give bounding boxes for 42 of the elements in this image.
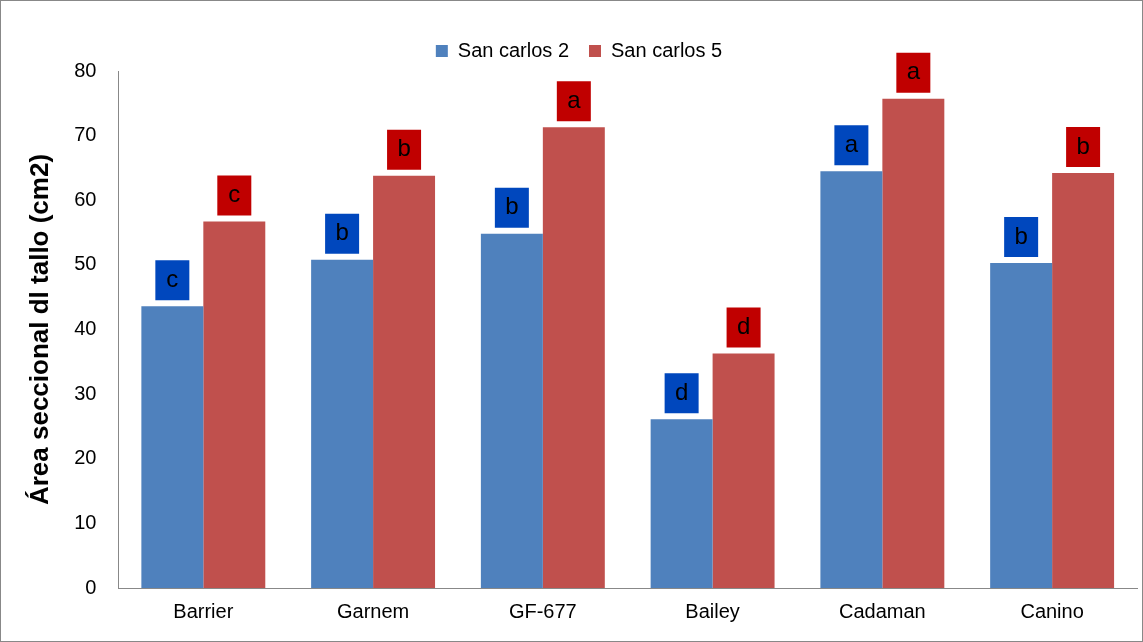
x-tick-label: Barrier xyxy=(173,599,234,622)
bar xyxy=(203,221,266,588)
legend-label: San carlos 2 xyxy=(457,38,569,61)
data-label: c xyxy=(228,180,241,208)
y-tick-label: 40 xyxy=(74,317,97,340)
data-label: d xyxy=(736,312,751,340)
y-tick-label: 0 xyxy=(85,575,97,598)
data-label: b xyxy=(1014,221,1028,249)
y-tick-label: 20 xyxy=(74,446,97,469)
bar xyxy=(1052,173,1115,588)
bar xyxy=(990,262,1053,588)
bar xyxy=(480,233,543,588)
bar xyxy=(141,306,204,588)
data-label: b xyxy=(1076,131,1090,159)
data-label: a xyxy=(906,57,921,85)
bar xyxy=(882,98,945,588)
data-label: d xyxy=(674,377,689,405)
bar xyxy=(650,419,713,588)
y-tick-label: 50 xyxy=(74,252,97,275)
bar xyxy=(712,353,775,588)
x-tick-label: Bailey xyxy=(685,599,740,622)
x-tick-label: Cadaman xyxy=(839,599,926,622)
bar xyxy=(373,175,436,588)
legend-label: San carlos 5 xyxy=(611,38,723,61)
bar xyxy=(311,259,374,588)
y-tick-label: 80 xyxy=(74,58,97,81)
y-tick-label: 60 xyxy=(74,187,97,210)
x-tick-label: Garnem xyxy=(336,599,410,622)
data-label: a xyxy=(844,129,859,157)
y-tick-label: 30 xyxy=(74,381,97,404)
y-tick-label: 70 xyxy=(74,123,97,146)
y-tick-label: 10 xyxy=(74,510,97,533)
data-label: c xyxy=(166,264,179,292)
data-label: b xyxy=(397,134,411,162)
x-tick-label: GF-677 xyxy=(508,599,577,622)
data-label: b xyxy=(505,192,519,220)
bar xyxy=(820,171,883,588)
data-label: b xyxy=(335,218,349,246)
x-tick-label: Canino xyxy=(1020,599,1084,622)
bar xyxy=(542,127,605,588)
data-label: a xyxy=(567,85,582,113)
y-axis-title: Área seccional dl tallo (cm2) xyxy=(23,153,54,506)
